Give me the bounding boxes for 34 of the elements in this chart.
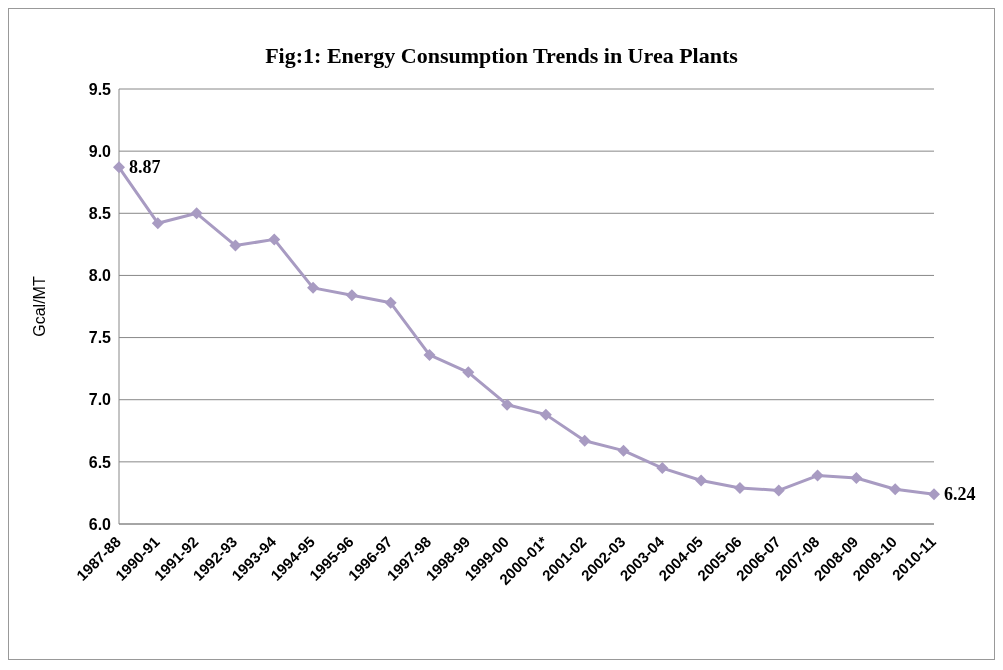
y-tick-label: 8.5 (88, 204, 112, 222)
y-tick-label: 9.5 (88, 80, 112, 98)
point (850, 472, 863, 485)
y-axis-title: Gcal/MT (30, 276, 48, 337)
point (384, 296, 397, 309)
y-tick-label: 7.5 (88, 329, 112, 347)
y-tick-label: 9.0 (88, 142, 112, 160)
point (113, 161, 125, 174)
point (151, 217, 164, 230)
y-tick-label: 6.0 (88, 515, 112, 533)
point (345, 289, 358, 302)
data-label: 8.87 (129, 157, 161, 178)
point (501, 398, 514, 411)
chart-title: Fig:1: Energy Consumption Trends in Urea Plants (264, 43, 739, 69)
point (462, 366, 475, 379)
point (772, 484, 785, 497)
point (229, 239, 242, 252)
point (578, 434, 591, 447)
point (733, 481, 746, 494)
y-tick-label: 8.0 (88, 267, 112, 285)
point (617, 444, 630, 457)
point (889, 483, 902, 496)
y-tick-label: 6.5 (88, 453, 112, 471)
point (539, 408, 552, 421)
point (423, 348, 436, 361)
point (928, 488, 940, 501)
y-tick-label: 7.0 (88, 391, 112, 409)
point (307, 281, 320, 294)
point (695, 474, 708, 487)
point (268, 233, 281, 246)
point (656, 462, 669, 475)
point (811, 469, 824, 482)
data-label: 6.24 (944, 484, 976, 505)
point (190, 207, 203, 220)
